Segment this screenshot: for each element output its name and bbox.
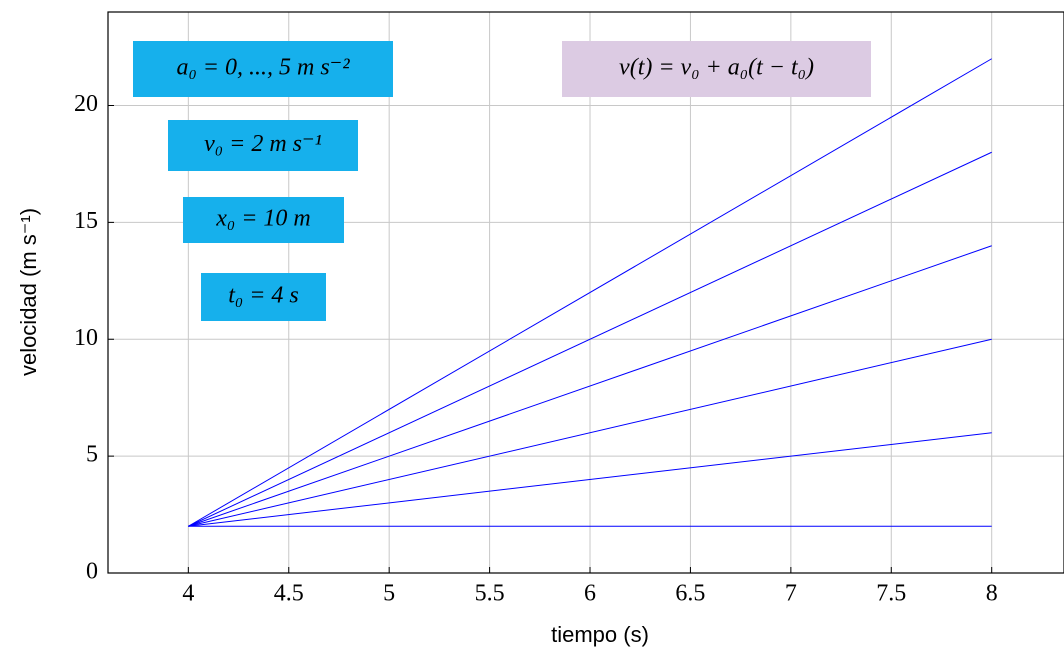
annotation-text: x₀ = 10 m bbox=[215, 206, 311, 232]
series-line bbox=[188, 338, 992, 527]
x-tick-label: 7.5 bbox=[876, 581, 906, 607]
series-line bbox=[188, 58, 992, 527]
annotation-text: v(t) = v₀ + a₀(t − t₀) bbox=[619, 55, 814, 81]
y-tick-label: 10 bbox=[74, 325, 98, 351]
plot-frame bbox=[107, 11, 1064, 574]
y-tick-label: 5 bbox=[86, 442, 98, 468]
y-tick-label: 0 bbox=[86, 559, 98, 585]
x-tick-label: 4.5 bbox=[274, 581, 304, 607]
annotation-text: v₀ = 2 m s⁻¹ bbox=[204, 131, 322, 157]
y-tick-label: 20 bbox=[74, 91, 98, 117]
x-tick-label: 6.5 bbox=[675, 581, 705, 607]
y-axis-label: velocidad (m s⁻¹) bbox=[16, 208, 41, 376]
annotation-box bbox=[168, 120, 358, 171]
x-tick-label: 8 bbox=[986, 581, 998, 607]
annotation-text: t₀ = 4 s bbox=[228, 283, 299, 309]
annotation-box bbox=[133, 41, 393, 97]
x-tick-label: 7 bbox=[785, 581, 797, 607]
series-line bbox=[188, 432, 992, 527]
x-axis-label: tiempo (s) bbox=[551, 622, 649, 647]
x-tick-label: 5.5 bbox=[475, 581, 505, 607]
annotation-box bbox=[201, 273, 326, 321]
x-tick-label: 4 bbox=[182, 581, 194, 607]
x-tick-label: 5 bbox=[383, 581, 395, 607]
series-line bbox=[188, 245, 992, 527]
y-tick-label: 15 bbox=[74, 208, 98, 234]
annotation-box bbox=[562, 41, 871, 97]
series-line bbox=[188, 151, 992, 527]
x-tick-label: 6 bbox=[584, 581, 596, 607]
annotation-text: a₀ = 0, ..., 5 m s⁻² bbox=[176, 55, 350, 81]
annotation-box bbox=[183, 197, 344, 243]
